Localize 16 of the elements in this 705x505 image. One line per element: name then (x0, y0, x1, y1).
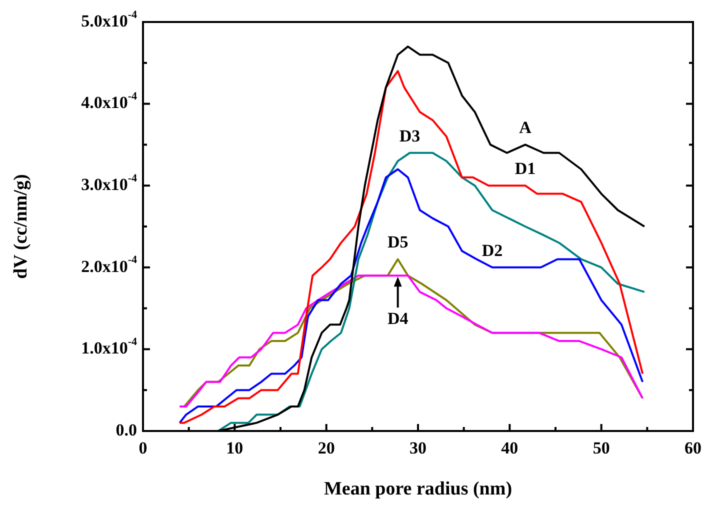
x-tick-label: 60 (684, 438, 702, 458)
x-tick-label: 20 (318, 438, 335, 458)
annotation: D1 (514, 158, 536, 178)
x-tick-label: 40 (501, 438, 518, 458)
y-axis-title: dV (cc/nm/g) (10, 174, 32, 279)
annotation: D2 (482, 240, 503, 260)
annotation: A (519, 118, 532, 138)
annotation: D3 (399, 126, 420, 146)
x-tick-label: 10 (226, 438, 244, 458)
x-tick-label: 50 (592, 438, 610, 458)
y-tick-label: 0.0 (116, 420, 137, 440)
x-axis-title: Mean pore radius (nm) (324, 478, 512, 500)
x-tick-label: 0 (138, 438, 148, 458)
annotation: D4 (387, 308, 409, 328)
annotation: D5 (387, 232, 408, 252)
x-tick-label: 30 (410, 438, 426, 458)
